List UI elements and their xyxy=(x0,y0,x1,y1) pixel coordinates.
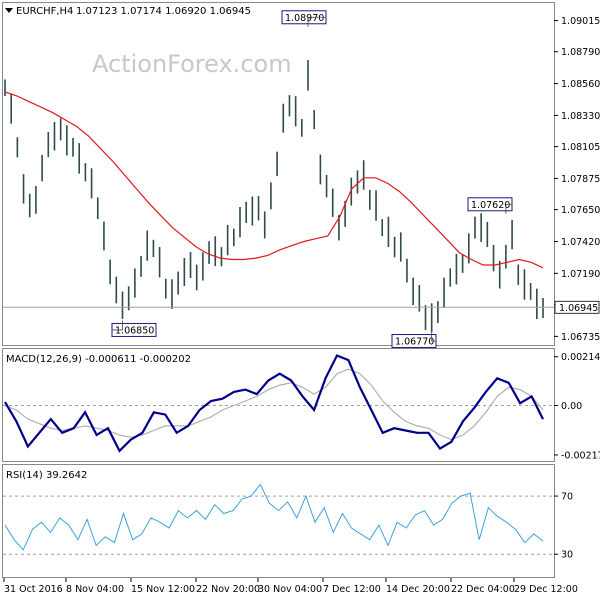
time-tick-label: 29 Dec 12:00 xyxy=(514,584,578,595)
rsi-tick-label: 30 xyxy=(561,550,573,561)
time-tick-label: 22 Nov 20:00 xyxy=(196,584,260,595)
macd-signal-line xyxy=(4,368,544,441)
annotation-leader xyxy=(431,331,436,342)
macd-tick-label: 0.00 xyxy=(561,401,582,412)
price-tick-label: 1.08560 xyxy=(561,79,600,90)
rsi-plot: 70 30 xyxy=(3,483,573,561)
price-tick-label: 1.07420 xyxy=(561,237,600,248)
watermark: ActionForex.com xyxy=(92,50,292,78)
macd-line xyxy=(4,354,544,453)
annotation-label: 1.06850 xyxy=(115,325,154,336)
annotation-label: 1.08970 xyxy=(285,13,324,24)
rsi-tick-label: 70 xyxy=(561,492,573,503)
current-price-label: 1.06945 xyxy=(559,303,598,314)
annotation-label: 1.07620 xyxy=(471,200,510,211)
symbol-label: EURCHF,H4 xyxy=(16,6,73,17)
price-plot: 1.08970 1.06850 1.06770 1.07620 xyxy=(3,10,554,349)
price-tick-label: 1.09015 xyxy=(561,16,600,27)
price-tick-label: 1.07875 xyxy=(561,174,600,185)
price-annotation: 1.06770 xyxy=(391,331,437,349)
time-tick-label: 14 Dec 20:00 xyxy=(386,584,450,595)
time-tick-label: 8 Nov 04:00 xyxy=(66,584,124,595)
price-tick-label: 1.08330 xyxy=(561,111,600,122)
price-tick-label: 1.07650 xyxy=(561,205,600,216)
price-annotation: 1.08970 xyxy=(281,10,327,27)
current-price-marker: 1.06945 xyxy=(554,300,600,314)
rsi-panel-frame xyxy=(2,464,555,578)
time-tick-label: 15 Nov 12:00 xyxy=(131,584,195,595)
price-annotation: 1.07620 xyxy=(467,197,513,214)
time-tick-label: 30 Nov 04:00 xyxy=(258,584,322,595)
current-price-box xyxy=(554,300,600,314)
moving-average-line xyxy=(4,91,544,269)
price-tick-label: 1.07190 xyxy=(561,269,600,280)
dropdown-triangle-icon[interactable] xyxy=(5,8,13,13)
time-tick-label: 7 Dec 12:00 xyxy=(323,584,381,595)
annotation-leader xyxy=(505,203,512,214)
ohlc-label: 1.07123 1.07174 1.06920 1.06945 xyxy=(76,6,251,17)
rsi-panel-title: RSI(14) 39.2642 xyxy=(6,470,87,481)
price-tick-label: 1.08790 xyxy=(561,47,600,58)
macd-tick-label: 0.002148 xyxy=(561,352,600,363)
price-panel-frame xyxy=(2,2,555,346)
time-tick-label: 31 Oct 2016 xyxy=(4,584,63,595)
annotation-leader xyxy=(307,16,326,27)
macd-tick-label: -0.002178 xyxy=(561,450,600,461)
time-axis: 31 Oct 2016 8 Nov 04:00 15 Nov 12:00 22 Nov… xyxy=(3,578,578,595)
annotation-leader xyxy=(112,320,123,331)
price-tick-label: 1.08105 xyxy=(561,142,600,153)
price-tick-label: 1.06735 xyxy=(561,332,600,343)
price-axis: 1.09015 1.08790 1.08560 1.08330 1.08105 1.078… xyxy=(554,16,600,343)
annotation-label: 1.06770 xyxy=(395,337,434,348)
rsi-line xyxy=(4,483,544,551)
macd-plot: 0.002148 0.00 -0.002178 xyxy=(3,352,600,461)
price-annotation: 1.06850 xyxy=(111,320,157,337)
time-tick-label: 22 Dec 04:00 xyxy=(451,584,515,595)
macd-panel-title: MACD(12,26,9) -0.000611 -0.000202 xyxy=(6,354,191,365)
